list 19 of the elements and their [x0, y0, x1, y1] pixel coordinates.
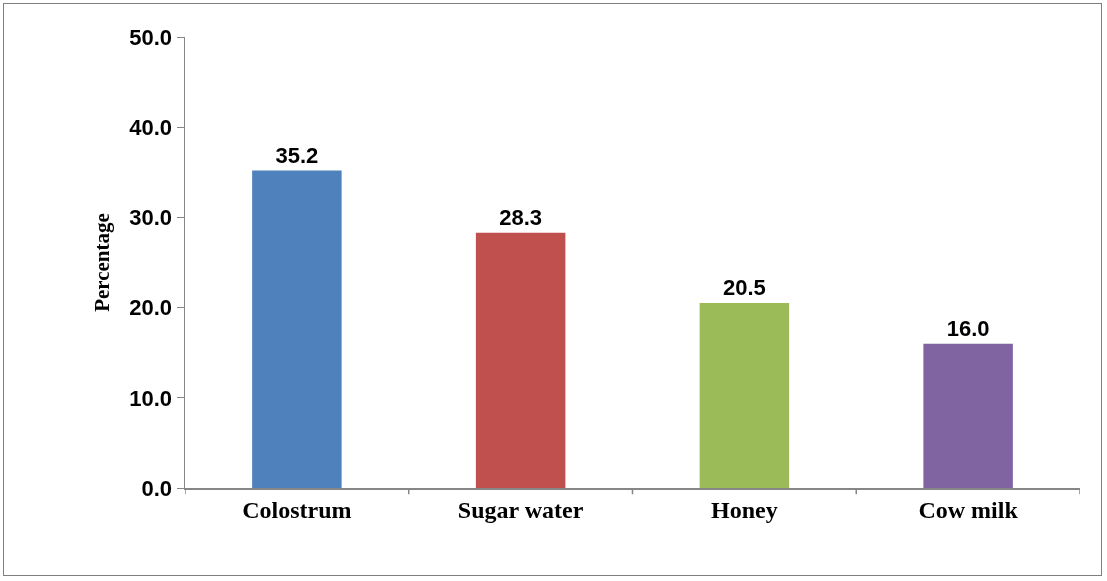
- y-tick-label: 30.0: [129, 205, 173, 231]
- bar: [475, 232, 566, 488]
- x-tick-label: Honey: [711, 497, 778, 524]
- y-tick-label: 40.0: [129, 114, 173, 140]
- data-label: 35.2: [275, 142, 319, 168]
- y-tick-label: 20.0: [129, 295, 173, 321]
- data-label: 16.0: [946, 315, 990, 341]
- bar: [699, 303, 790, 488]
- x-tick-label: Cow milk: [918, 497, 1019, 524]
- x-tick-label: Colostrum: [242, 497, 352, 524]
- data-label: 20.5: [722, 275, 766, 301]
- bar: [252, 170, 342, 488]
- y-axis-title: Percentage: [89, 213, 114, 312]
- data-label: 28.3: [499, 204, 543, 230]
- bar: [923, 343, 1013, 488]
- y-tick-label: 50.0: [129, 24, 173, 50]
- y-tick-label: 10.0: [129, 385, 173, 411]
- y-tick-label: 0.0: [141, 475, 173, 501]
- x-tick-label: Sugar water: [457, 497, 584, 524]
